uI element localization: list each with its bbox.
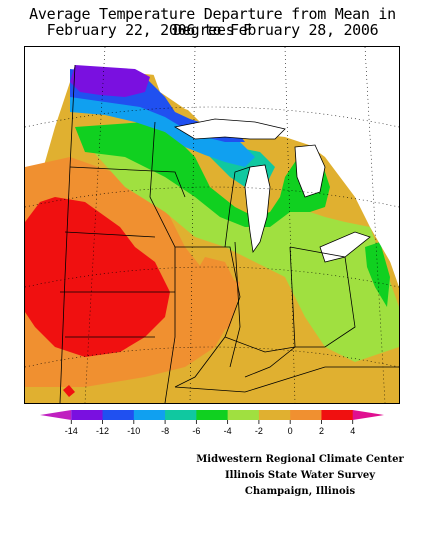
map-canvas [25, 47, 399, 403]
legend-swatch [40, 410, 72, 420]
map-date-range: February 22, 2006 to February 28, 2006 [46, 21, 379, 39]
legend-tick-label: -8 [161, 426, 169, 436]
zone-lightgreen [80, 137, 399, 362]
zone-green [365, 242, 390, 307]
legend-swatch [352, 410, 384, 420]
legend-tick-label: -4 [224, 426, 232, 436]
lake-huron [294, 144, 326, 198]
legend-tick-label: -6 [192, 426, 200, 436]
legend-tick-label: 4 [350, 426, 355, 436]
legend-tick-label: -14 [65, 426, 78, 436]
legend-swatch [102, 410, 135, 420]
zone-orange [190, 257, 240, 337]
legend-tick-label: 2 [319, 426, 324, 436]
legend-swatch [258, 410, 291, 420]
legend-swatch [321, 410, 354, 420]
lake-michigan [244, 164, 271, 254]
legend-tick-label: -12 [96, 426, 109, 436]
credit-organization: Midwestern Regional Climate Center [196, 454, 404, 465]
legend-ticks: -14 -12 -10 -8 -6 -4 -2 0 2 4 [65, 420, 355, 436]
zone-green [75, 122, 330, 227]
state-borders [59, 64, 399, 403]
legend-color-bar [40, 410, 384, 420]
temperature-map [24, 46, 400, 404]
lake-superior [173, 118, 286, 140]
graticule [25, 47, 399, 403]
legend-swatch [290, 410, 322, 420]
credit-location: Champaign, Illinois [244, 486, 356, 497]
legend-swatch [196, 410, 229, 420]
zone-red [25, 197, 170, 357]
legend-swatch [71, 410, 104, 420]
zone-purple [70, 65, 150, 97]
map-title: Average Temperature Departure from Mean … [29, 5, 396, 39]
legend-tick-label: 0 [288, 426, 293, 436]
zone-red [63, 385, 75, 397]
color-legend: -14 -12 -10 -8 -6 -4 -2 0 2 4 [40, 410, 384, 436]
legend-tick-label: -2 [255, 426, 263, 436]
credit-agency: Illinois State Water Survey [224, 470, 376, 481]
legend-swatch [133, 410, 166, 420]
legend-tick-label: -10 [127, 426, 140, 436]
legend-swatch [165, 410, 197, 420]
legend-swatch [227, 410, 260, 420]
no-data-area [150, 65, 399, 277]
zone-cyan [70, 87, 255, 167]
zone-teal [70, 92, 275, 187]
